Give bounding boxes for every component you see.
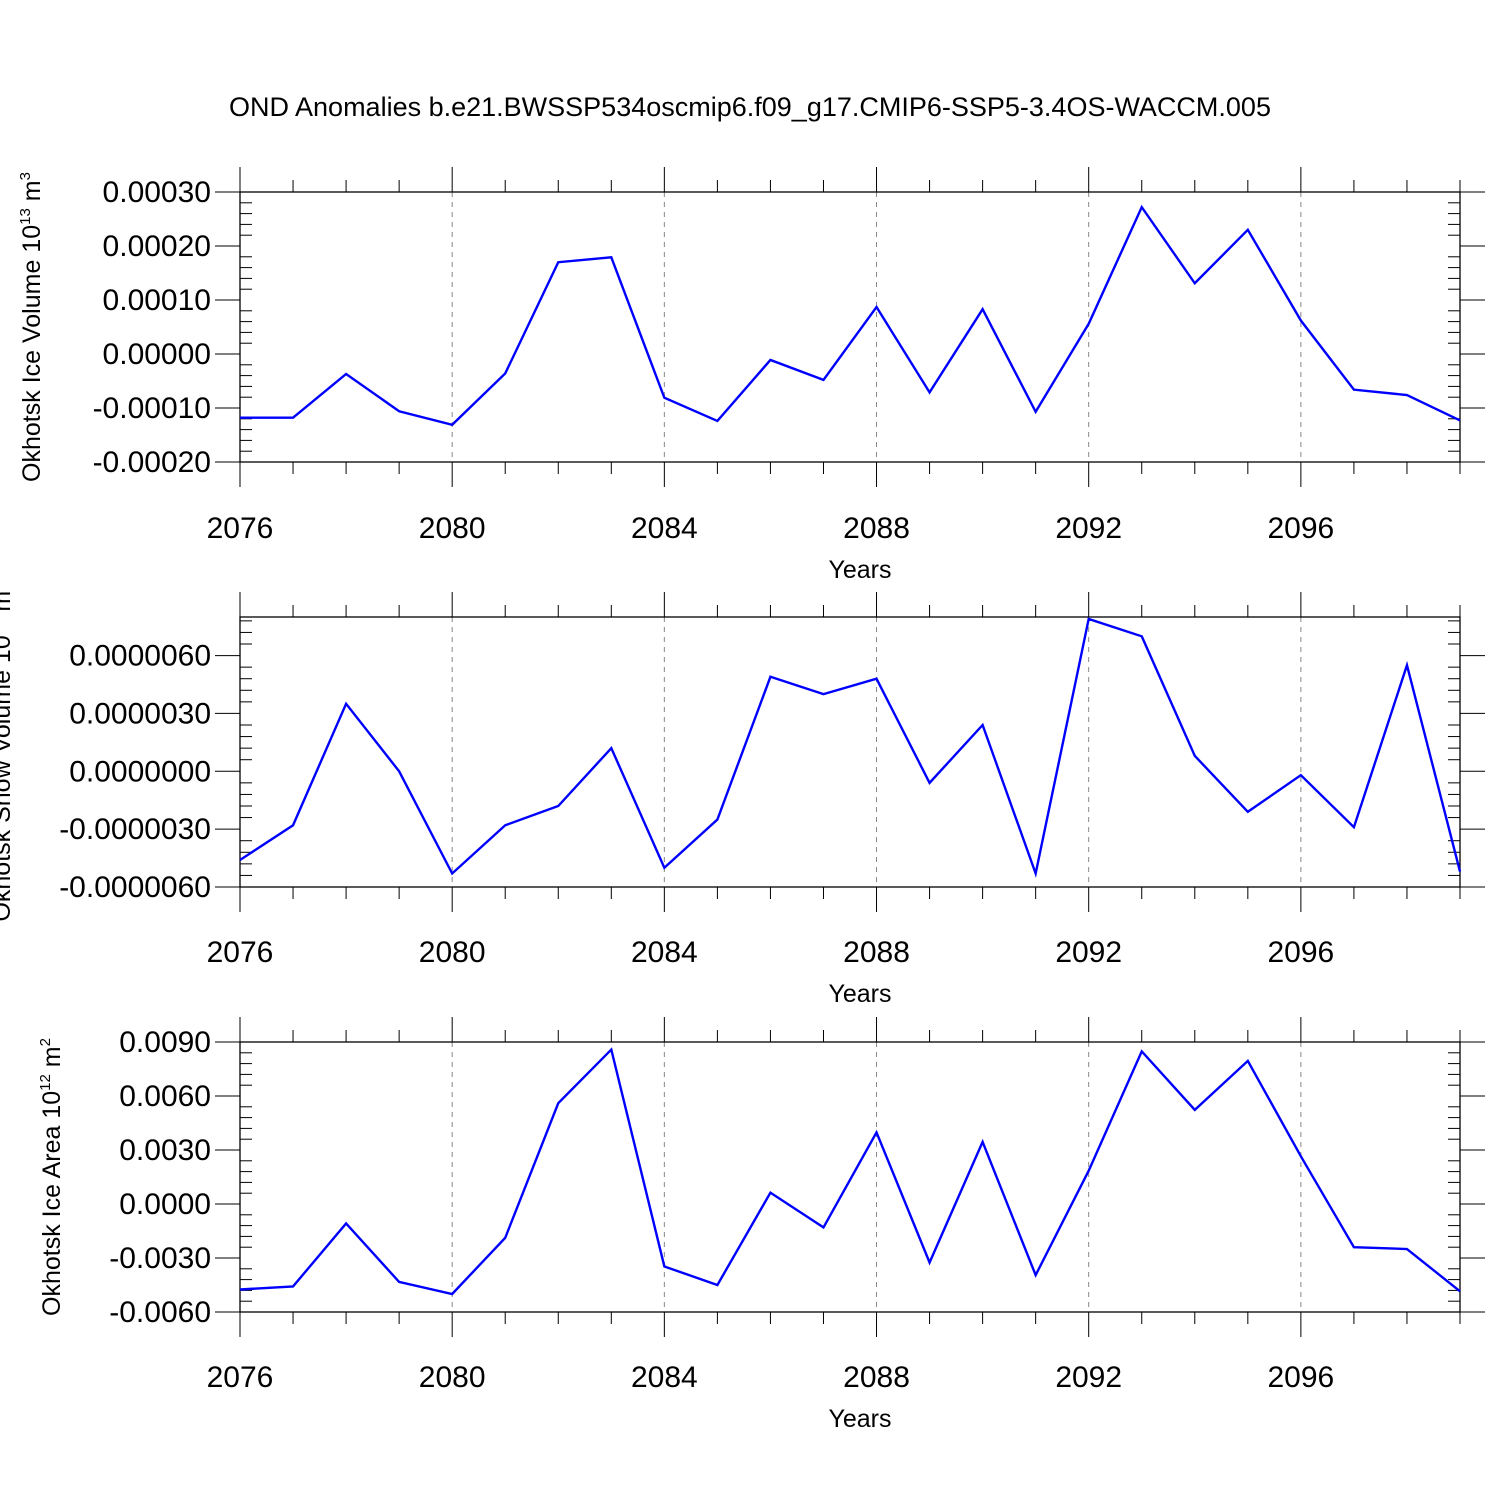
plot-frame [239,191,1461,463]
y-tick-label: 0.0000060 [69,640,211,673]
x-tick-label: 2092 [1055,1361,1122,1394]
y-tick-label: 0.0000000 [69,755,211,788]
x-tick-label: 2092 [1055,936,1122,969]
x-tick-label: 2088 [843,1361,910,1394]
x-tick-label: 2092 [1055,512,1122,545]
y-tick-label: 0.0000030 [69,697,211,730]
y-axis-label: Okhotsk Snow Volume 1013 m3 [0,582,16,921]
y-tick-label: -0.0060 [109,1296,211,1329]
y-tick-label: 0.0060 [119,1080,211,1113]
x-tick-label: 2076 [207,1361,274,1394]
ice-volume-panel: -0.00020 -0.00010 0.00000 0.00010 0.00020 0.0… [17,167,1485,584]
y-tick-label: 0.00030 [103,176,211,209]
x-tick-label: 2096 [1267,936,1334,969]
x-tick-label: 2080 [419,936,486,969]
y-tick-label: -0.00010 [93,392,211,425]
x-tick-label: 2076 [207,936,274,969]
chart-title: OND Anomalies b.e21.BWSSP534oscmip6.f09_… [229,92,1271,122]
y-tick-label: -0.0000060 [59,871,211,904]
x-tick-label: 2096 [1267,1361,1334,1394]
plot-frame [239,616,1461,888]
x-axis-label: Years [828,980,891,1008]
x-tick-label: 2076 [207,512,274,545]
y-tick-label: -0.0030 [109,1242,211,1275]
snow-volume-panel: -0.0000060 -0.0000030 0.0000000 0.0000030 0.… [0,582,1485,1008]
plot-frame [239,1041,1461,1313]
x-tick-label: 2080 [419,1361,486,1394]
series-line [240,204,1461,427]
x-tick-label: 2080 [419,512,486,545]
y-axis-label: Okhotsk Ice Area 1012 m2 [37,1038,66,1316]
x-axis-label: Years [828,1405,891,1433]
y-tick-label: 0.00020 [103,230,211,263]
y-tick-label: -0.0000030 [59,813,211,846]
y-tick-label: 0.00000 [103,338,211,371]
x-axis-label: Years [828,556,891,584]
series-line [239,1047,1461,1296]
x-tick-label: 2088 [843,936,910,969]
y-tick-label: 0.00010 [103,284,211,317]
x-tick-label: 2084 [631,936,698,969]
y-tick-label: 0.0000 [119,1188,211,1221]
x-tick-label: 2084 [631,1361,698,1394]
series-line [239,617,1462,878]
y-tick-label: -0.00020 [93,446,211,479]
ice-area-panel: -0.0060 -0.0030 0.0000 0.0030 0.0060 0.0090 20… [37,1017,1485,1433]
y-tick-label: 0.0090 [119,1026,211,1059]
x-tick-label: 2088 [843,512,910,545]
y-tick-label: 0.0030 [119,1134,211,1167]
x-tick-label: 2096 [1267,512,1334,545]
y-axis-label: Okhotsk Ice Volume 1013 m3 [17,172,46,482]
x-tick-label: 2084 [631,512,698,545]
